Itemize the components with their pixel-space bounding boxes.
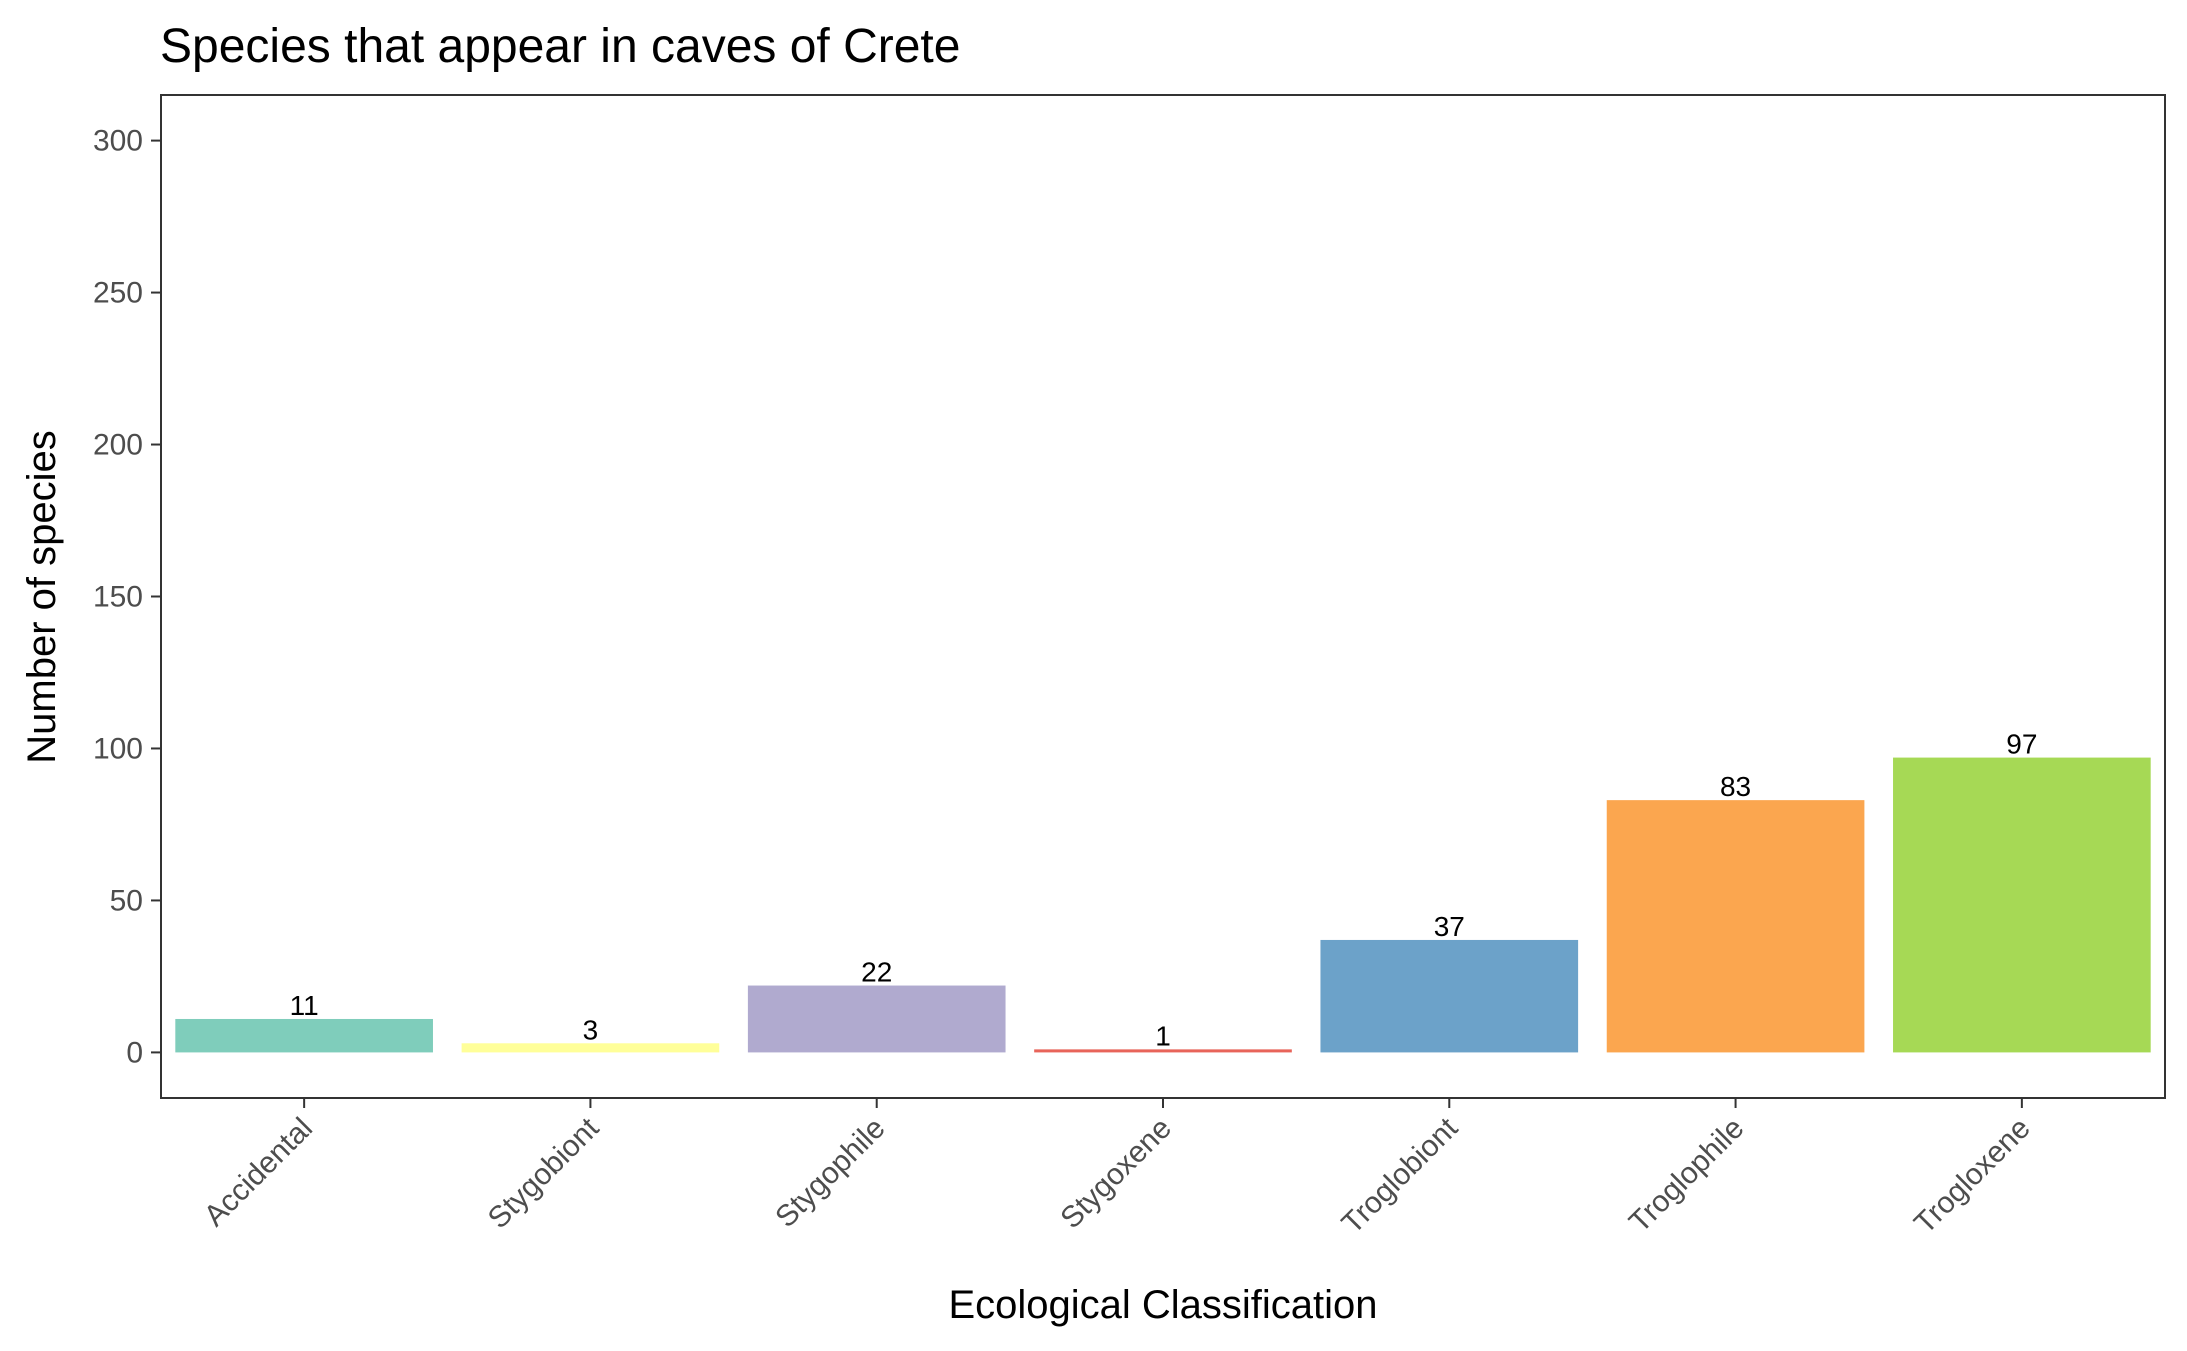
- data-label: 3: [583, 1014, 599, 1045]
- chart-title: Species that appear in caves of Crete: [160, 20, 960, 73]
- y-tick-label: 100: [93, 732, 143, 765]
- bar-troglophile: [1606, 800, 1865, 1053]
- x-tick-label: Stygophile: [769, 1112, 891, 1234]
- x-tick-label: Stygoxene: [1054, 1112, 1178, 1236]
- y-axis: 0 50 100 150 200 250 300: [93, 125, 161, 1069]
- bar-stygoxene: [1034, 1049, 1292, 1053]
- y-tick-label: 300: [93, 125, 143, 158]
- x-tick-label: Troglobiont: [1336, 1111, 1465, 1240]
- bar-stygophile: [747, 985, 1006, 1053]
- plot-panel: [160, 94, 2166, 1099]
- y-tick-label: 0: [126, 1036, 143, 1069]
- y-axis-title: Number of species: [20, 430, 64, 763]
- x-tick-label: Stygobiont: [482, 1111, 606, 1235]
- data-label: 1: [1155, 1020, 1171, 1051]
- bars: [175, 757, 2151, 1053]
- x-axis-title: Ecological Classification: [948, 1283, 1377, 1327]
- bar-stygobiont: [461, 1043, 720, 1053]
- data-label: 11: [290, 990, 319, 1021]
- x-axis: Accidental Stygobiont Stygophile Stygoxene T…: [198, 1098, 2037, 1240]
- bar-troglobiont: [1320, 939, 1579, 1053]
- data-label: 97: [2006, 729, 2037, 760]
- bar-accidental: [175, 1018, 433, 1053]
- x-tick-label: Trogloxene: [1908, 1112, 2037, 1241]
- y-tick-label: 250: [93, 277, 143, 310]
- data-label: 22: [861, 957, 892, 988]
- data-label: 37: [1434, 911, 1465, 942]
- y-tick-label: 200: [93, 429, 143, 462]
- y-tick-label: 50: [110, 884, 143, 917]
- data-labels: 11 3 22 1 37 83 97: [290, 729, 2038, 1052]
- data-label: 83: [1720, 771, 1751, 802]
- bar-trogloxene: [1893, 757, 2151, 1053]
- x-tick-label: Accidental: [198, 1112, 319, 1233]
- x-tick-label: Troglophile: [1623, 1112, 1751, 1240]
- y-tick-label: 150: [93, 581, 143, 614]
